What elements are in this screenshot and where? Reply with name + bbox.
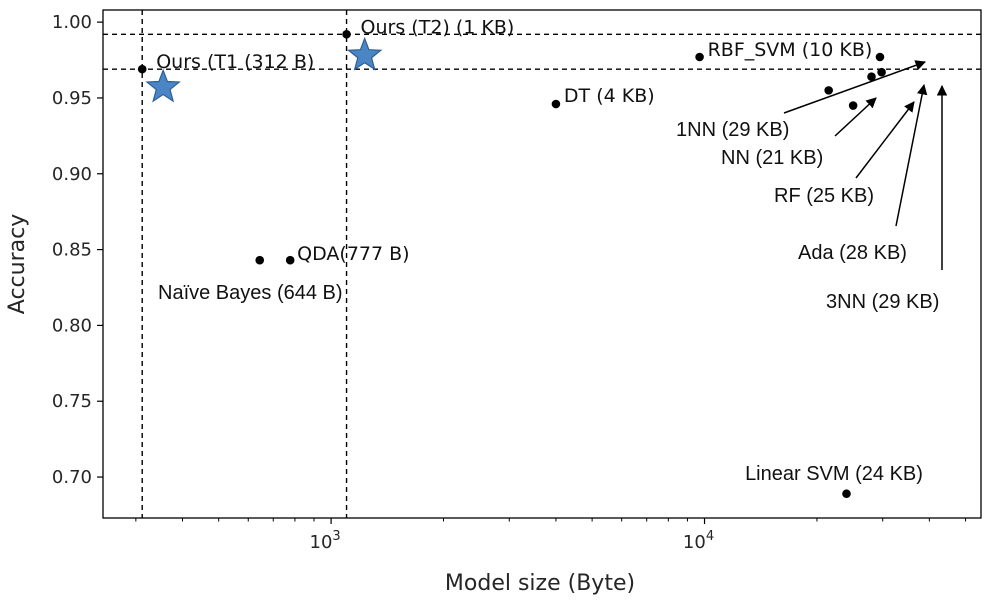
scatter-point <box>848 101 858 110</box>
y-tick-label: 0.80 <box>52 315 92 336</box>
annotation-arrow <box>783 60 926 114</box>
scatter-point <box>285 255 295 265</box>
point-label: NN (21 KB) <box>721 147 823 169</box>
scatter-point <box>824 86 833 95</box>
y-tick-label: 0.85 <box>52 240 92 261</box>
point-label: RF (25 KB) <box>774 185 874 207</box>
x-tick-label: 104 <box>683 529 714 553</box>
annotation-arrow <box>895 83 928 227</box>
scatter-point <box>342 29 351 39</box>
annotation-arrow <box>855 101 915 179</box>
star-marker <box>145 68 181 103</box>
x-axis-title: Model size (Byte) <box>445 571 635 596</box>
scatter-point <box>255 255 265 265</box>
plot-frame <box>102 9 982 519</box>
point-label: Ada (28 KB) <box>798 242 907 264</box>
point-label: Naïve Bayes (644 B) <box>158 282 343 304</box>
scatter-point <box>137 64 147 74</box>
x-tick-label: 103 <box>310 529 341 553</box>
point-label: Ours (T1 (312 B) <box>156 51 314 73</box>
y-tick-label: 1.00 <box>52 12 92 33</box>
scatter-point <box>877 67 886 77</box>
x-tick-base: 10 <box>683 532 706 553</box>
x-tick-base: 10 <box>310 532 333 553</box>
scatter-point <box>875 52 885 62</box>
annotation-arrow <box>834 97 877 137</box>
scatter-point <box>842 489 851 499</box>
point-label: DT (4 KB) <box>564 85 655 107</box>
y-tick-label: 0.75 <box>52 391 92 412</box>
x-tick-exponent: 3 <box>332 529 340 544</box>
point-label: Ours (T2) (1 KB) <box>361 16 515 38</box>
point-label: QDA(777 B) <box>297 243 409 265</box>
scatter-point <box>867 72 876 82</box>
x-tick-exponent: 4 <box>706 529 714 544</box>
y-tick-label: 0.90 <box>52 164 92 185</box>
point-label: Linear SVM (24 KB) <box>745 463 923 485</box>
point-label: 3NN (29 KB) <box>826 291 939 313</box>
y-tick-label: 0.70 <box>52 467 92 488</box>
star-marker <box>346 36 383 71</box>
scatter-point <box>551 99 561 109</box>
y-axis-title: Accuracy <box>5 214 30 314</box>
y-tick-label: 0.95 <box>52 88 92 109</box>
point-label: RBF_SVM (10 KB) <box>708 39 873 61</box>
point-label: 1NN (29 KB) <box>676 119 789 141</box>
scatter-point <box>695 52 704 62</box>
